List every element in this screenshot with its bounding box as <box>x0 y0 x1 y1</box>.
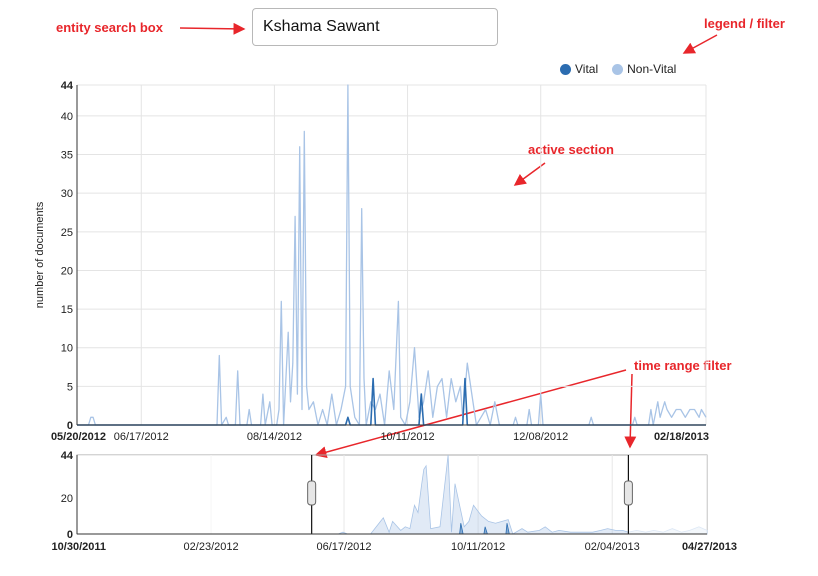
overview-x-tick-label: 10/11/2012 <box>451 541 505 553</box>
annotation-legend-filter: legend / filter <box>704 16 785 31</box>
overview-x-tick-label: 10/30/2011 <box>52 541 106 553</box>
annotation-time-range-filter: time range filter <box>634 358 732 373</box>
annotation-search-box: entity search box <box>56 20 163 35</box>
legend-swatch-vital <box>560 63 571 75</box>
time-range-brush[interactable] <box>77 455 707 534</box>
annotation-active-section: active section <box>528 142 614 157</box>
x-tick-label: 05/20/2012 <box>51 431 106 443</box>
y-tick-label: 40 <box>61 111 73 123</box>
y-tick-label: 25 <box>61 227 73 239</box>
overview-y-tick-label: 44 <box>61 450 74 462</box>
overview-x-tick-label: 02/23/2012 <box>184 541 239 553</box>
overview-x-tick-label: 04/27/2013 <box>682 541 737 553</box>
y-tick-label: 5 <box>67 381 73 393</box>
x-tick-label: 10/11/2012 <box>380 431 434 443</box>
overview-y-tick-label: 20 <box>61 493 73 505</box>
legend-item-vital[interactable]: Vital <box>560 62 598 76</box>
y-tick-label: 30 <box>61 188 73 200</box>
overview-x-tick-label: 02/04/2013 <box>585 541 640 553</box>
legend-item-non-vital[interactable]: Non-Vital <box>612 62 676 76</box>
y-tick-label: 44 <box>61 80 74 92</box>
legend-label-vital: Vital <box>575 62 599 76</box>
y-tick-label: 35 <box>61 150 73 162</box>
legend-swatch-non-vital <box>612 63 624 75</box>
x-tick-label: 06/17/2012 <box>114 431 169 443</box>
overview-axes: 10/30/2011 02/23/2012 06/17/2012 10/11/2012… <box>52 450 737 553</box>
range-mask-left <box>77 455 312 534</box>
y-tick-label: 10 <box>61 343 73 355</box>
overview-y-tick-label: 0 <box>67 529 73 541</box>
legend: Vital Non-Vital <box>560 62 676 76</box>
x-tick-label: 08/14/2012 <box>247 431 302 443</box>
y-tick-label: 20 <box>61 265 73 277</box>
entity-search-input[interactable] <box>252 8 498 46</box>
main-chart-grid <box>77 84 707 425</box>
range-end-handle[interactable] <box>623 480 633 506</box>
overview-x-tick-label: 06/17/2012 <box>316 541 371 553</box>
range-mask-right <box>628 455 707 534</box>
legend-label-non-vital: Non-Vital <box>627 62 677 76</box>
x-tick-label: 12/08/2012 <box>513 431 568 443</box>
y-tick-label: 15 <box>61 304 73 316</box>
y-tick-label: 0 <box>67 420 73 432</box>
y-axis-label: number of documents <box>34 201 46 308</box>
main-chart-axes: 0 5 10 15 20 25 30 35 40 44 05/20/2012 06/17/2012 08… <box>51 80 709 443</box>
range-start-handle[interactable] <box>307 480 317 506</box>
x-tick-label: 02/18/2013 <box>654 431 709 443</box>
